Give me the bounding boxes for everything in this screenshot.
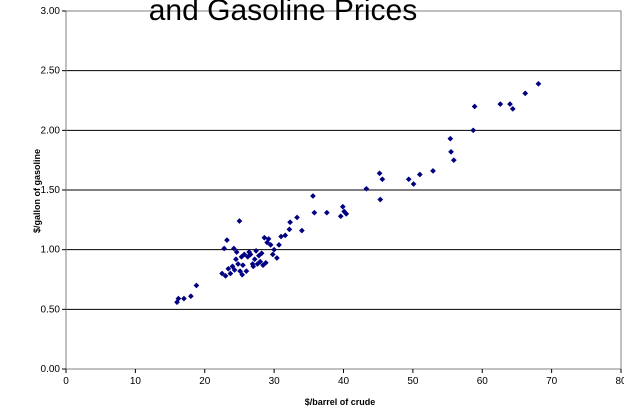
x-tick-label: 10	[130, 376, 142, 387]
data-point	[187, 293, 194, 300]
data-point	[222, 272, 229, 279]
data-point	[229, 263, 236, 270]
x-tick-label: 80	[615, 376, 624, 387]
data-point	[180, 295, 187, 302]
x-tick-label: 40	[338, 376, 350, 387]
data-point	[267, 241, 274, 248]
data-point	[507, 101, 513, 108]
y-tick-label: 3.00	[41, 6, 61, 17]
data-point	[470, 127, 477, 134]
data-point	[509, 105, 516, 112]
y-tick-label: 2.50	[41, 66, 61, 77]
data-point	[230, 245, 237, 252]
data-point	[273, 255, 280, 261]
y-tick-label: 1.00	[41, 245, 61, 256]
data-point	[236, 218, 243, 224]
data-point	[405, 176, 412, 183]
data-point	[379, 176, 386, 183]
data-point	[239, 271, 246, 278]
data-point	[241, 251, 248, 258]
data-point	[310, 193, 316, 199]
x-tick-label: 70	[546, 376, 558, 387]
data-point	[271, 246, 278, 253]
x-tick-label: 30	[269, 376, 281, 387]
data-point	[337, 213, 344, 220]
data-point	[243, 268, 250, 275]
y-tick-label: 2.00	[41, 125, 61, 136]
data-point	[233, 249, 240, 256]
data-point	[298, 227, 305, 234]
data-point	[237, 268, 244, 275]
data-point	[221, 245, 228, 252]
data-point	[251, 256, 258, 263]
y-axis-tick-labels: 0.00 0.50 1.00 1.50 2.00 2.50 3.00	[41, 6, 66, 375]
data-point	[410, 181, 417, 187]
data-point	[175, 295, 182, 302]
data-point	[223, 237, 230, 244]
x-axis-tick-labels: 0 10 20 30 40 50 60 70 80	[63, 369, 624, 387]
x-tick-label: 20	[199, 376, 211, 387]
gridlines	[66, 10, 621, 370]
data-point	[262, 259, 269, 266]
data-point	[257, 258, 264, 265]
data-point	[448, 148, 454, 155]
data-point	[286, 226, 293, 233]
data-point	[294, 214, 300, 221]
data-point	[265, 235, 272, 242]
data-point	[269, 251, 276, 258]
data-point	[231, 266, 238, 273]
x-tick-label: 0	[63, 376, 69, 387]
data-point	[219, 270, 226, 277]
data-point	[250, 263, 257, 270]
data-point	[287, 219, 294, 226]
data-point	[522, 90, 529, 97]
chart-title: and Gasoline Prices	[149, 0, 417, 27]
data-point	[276, 241, 282, 248]
y-tick-label: 1.50	[41, 185, 61, 196]
data-point	[377, 196, 384, 203]
data-point	[239, 262, 246, 269]
x-tick-label: 50	[407, 376, 419, 387]
data-point	[247, 251, 254, 258]
data-point	[278, 233, 285, 240]
data-point	[253, 247, 260, 254]
data-point	[471, 103, 478, 110]
data-point	[447, 135, 454, 142]
data-point	[535, 80, 542, 87]
data-point	[225, 265, 232, 272]
data-point	[193, 282, 200, 289]
data-point	[416, 171, 423, 178]
data-point	[430, 167, 436, 174]
x-axis-title: $/barrel of crude	[305, 397, 376, 407]
data-point	[343, 210, 350, 217]
data-point	[376, 170, 383, 177]
data-point	[323, 209, 330, 216]
y-axis-title: $/gallon of gasoline	[32, 149, 42, 233]
data-point	[258, 250, 265, 257]
data-point	[339, 203, 346, 210]
data-point	[363, 185, 370, 192]
data-point	[282, 232, 289, 239]
data-point	[235, 261, 242, 267]
data-points	[174, 80, 542, 306]
y-tick-label: 0.50	[41, 304, 61, 315]
x-tick-label: 60	[477, 376, 489, 387]
data-point	[233, 256, 239, 263]
data-point	[450, 157, 457, 164]
y-tick-label: 0.00	[41, 364, 61, 375]
data-point	[311, 209, 318, 216]
data-point	[261, 234, 268, 241]
data-point	[497, 101, 504, 108]
data-point	[227, 270, 234, 277]
